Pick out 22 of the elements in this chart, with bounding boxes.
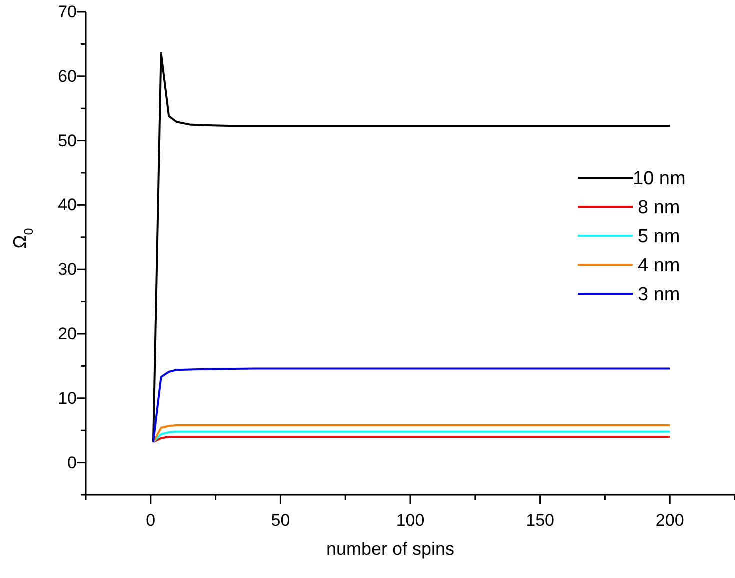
legend-label: 10 nm: [633, 168, 686, 190]
x-tick-label: 100: [396, 511, 425, 530]
legend-label: 3 nm: [638, 284, 680, 306]
y-tick-label: 30: [58, 260, 77, 280]
y-tick-label: 50: [58, 131, 77, 150]
x-tick-label: 150: [526, 511, 554, 530]
line-series: [152, 424, 672, 444]
x-tick-label: 50: [271, 511, 290, 530]
line-series: [152, 368, 672, 444]
y-tick-label: 0: [68, 453, 77, 472]
y-tick-label: 40: [58, 196, 77, 215]
y-tick-label: 10: [58, 388, 77, 408]
legend-label: 4 nm: [638, 256, 680, 277]
y-tick-label: 20: [58, 324, 77, 344]
line-series: [152, 430, 672, 444]
y-tick-label: 60: [58, 66, 77, 86]
x-axis-title: number of spins: [326, 539, 455, 559]
x-tick-label: 0: [146, 511, 156, 530]
x-tick-label: 200: [656, 511, 684, 530]
legend-label: 5 nm: [638, 226, 680, 248]
y-tick-label: 70: [58, 2, 77, 22]
legend-label: 8 nm: [638, 198, 680, 219]
